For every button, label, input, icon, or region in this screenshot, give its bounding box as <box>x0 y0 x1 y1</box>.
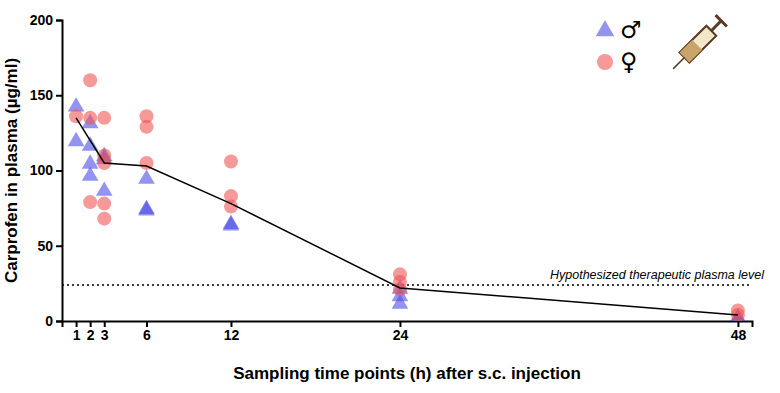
legend-marker <box>596 20 615 36</box>
syringe-needle <box>673 58 684 69</box>
tick: 3 <box>101 321 109 343</box>
y-axis-title: Carprofen in plasma (µg/ml) <box>2 58 21 283</box>
tick: 100 <box>30 162 62 178</box>
tick-label: 150 <box>30 87 54 103</box>
data-point <box>138 169 155 183</box>
x-axis-title: Sampling time points (h) after s.c. inje… <box>233 364 581 383</box>
data-point <box>138 201 155 215</box>
tick: 200 <box>30 12 62 28</box>
data-point <box>393 282 407 296</box>
data-point <box>224 154 238 168</box>
y-axis: 0 50 100 150 200 <box>30 12 63 329</box>
tick-label: 48 <box>731 327 747 343</box>
tick-label: 100 <box>30 162 54 178</box>
chart: 1236122448050100150200Sampling time poin… <box>0 0 780 393</box>
tick: 24 <box>393 321 409 343</box>
data-point <box>139 120 153 134</box>
syringe-handle <box>716 15 727 26</box>
mean-line <box>76 118 738 315</box>
tick-label: 0 <box>45 313 53 329</box>
axis-line <box>56 21 63 322</box>
reference-line <box>62 284 752 286</box>
tick-mark <box>56 245 62 247</box>
plot-area <box>68 73 746 321</box>
tick-label: 200 <box>30 12 54 28</box>
legend: ♂♀ <box>596 16 642 76</box>
syringe-barrel <box>679 26 716 63</box>
tick-mark <box>56 321 62 323</box>
syringe-plunger <box>711 21 721 31</box>
legend-marker <box>597 54 613 70</box>
tick-label: 3 <box>101 327 109 343</box>
tick: 6 <box>143 321 151 343</box>
data-point <box>97 111 111 125</box>
data-point <box>96 181 113 195</box>
data-point <box>83 111 97 125</box>
tick-label: 50 <box>37 238 53 254</box>
tick-label: 6 <box>143 327 151 343</box>
annotation-text: Hypothesized therapeutic plasma level <box>550 268 765 282</box>
tick: 2 <box>87 321 95 343</box>
data-point <box>97 212 111 226</box>
legend-label: ♂ <box>620 16 642 44</box>
tick: 48 <box>731 321 747 343</box>
data-point <box>223 216 240 230</box>
x-axis: 1236122448 <box>63 321 753 343</box>
data-point <box>83 73 97 87</box>
data-point <box>68 132 85 146</box>
tick: 150 <box>30 87 62 103</box>
syringe-icon <box>667 15 726 74</box>
tick-label: 12 <box>224 327 240 343</box>
data-point <box>69 109 83 123</box>
data-point <box>82 166 99 180</box>
tick-mark <box>56 20 62 22</box>
tick: 50 <box>37 238 62 254</box>
legend-label: ♀ <box>620 48 638 76</box>
tick-label: 24 <box>393 327 409 343</box>
tick-mark <box>56 95 62 97</box>
tick-label: 1 <box>73 327 81 343</box>
tick: 1 <box>73 321 81 343</box>
data-point <box>97 197 111 211</box>
tick-label: 2 <box>87 327 95 343</box>
data-point <box>83 195 97 209</box>
data-point <box>392 294 409 308</box>
tick-mark <box>56 170 62 172</box>
tick: 12 <box>224 321 240 343</box>
annotation-lines <box>62 284 752 285</box>
tick: 0 <box>45 313 62 329</box>
